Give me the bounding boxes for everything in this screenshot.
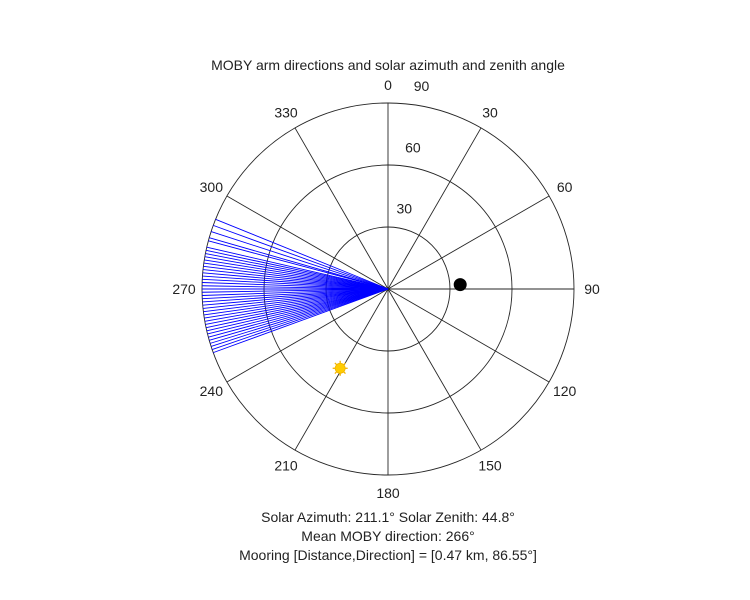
moby-arm-line-15: [202, 278, 389, 290]
theta-tick-label-180: 180: [376, 485, 400, 501]
moby-arm-line-3: [209, 237, 389, 290]
grid-spoke-150: [387, 288, 482, 451]
moby-arm-line-20: [202, 288, 389, 296]
moby-arm-line-8: [204, 256, 389, 290]
moby-arm-line-13: [202, 272, 389, 290]
tick-labels: 0 30 60 90 120 150 180 210 240 270 300 330 30 60 90: [172, 77, 600, 501]
moby-arm-line-9: [204, 259, 389, 290]
theta-tick-label-300: 300: [200, 179, 224, 195]
moby-arm-line-28: [204, 288, 389, 322]
theta-tick-label-270: 270: [172, 281, 196, 297]
grid-spoke-240: [226, 288, 389, 383]
moby-arm-line-16: [202, 282, 389, 290]
r-tick-label-30: 30: [397, 201, 413, 217]
moby-arm-line-11: [203, 265, 389, 290]
theta-tick-label-150: 150: [478, 458, 502, 474]
moby-arm-line-2: [210, 231, 389, 290]
moby-arm-line-12: [202, 269, 389, 290]
theta-tick-label-90: 90: [584, 281, 600, 297]
moby-arm-lines: [202, 218, 389, 354]
moby-arm-line-14: [202, 275, 389, 290]
grid-spoke-120: [387, 288, 550, 383]
moby-arm-line-33: [208, 288, 389, 338]
theta-tick-label-120: 120: [553, 383, 577, 399]
theta-tick-label-240: 240: [200, 383, 224, 399]
moby-arm-line-32: [207, 288, 389, 335]
moby-arm-line-34: [209, 288, 389, 341]
moby-arm-line-21: [202, 288, 389, 300]
grid-spoke-330: [294, 127, 389, 290]
moby-arm-line-36: [210, 288, 389, 347]
theta-tick-label-330: 330: [274, 104, 298, 120]
moby-arm-line-23: [202, 288, 389, 306]
r-tick-label-60: 60: [405, 139, 421, 155]
markers: [332, 278, 467, 376]
solar-caption: Solar Azimuth: 211.1° Solar Zenith: 44.8…: [261, 509, 515, 525]
moby-arm-line-1: [213, 224, 389, 290]
theta-tick-label-210: 210: [274, 458, 298, 474]
moby-arm-line-17: [202, 285, 389, 290]
moby-arm-line-5: [206, 246, 389, 290]
moby-arm-line-0: [215, 218, 389, 290]
moby-arm-line-10: [203, 262, 389, 290]
mooring-caption: Mooring [Distance,Direction] = [0.47 km,…: [239, 547, 537, 563]
grid-spoke-300: [226, 195, 389, 290]
moby-direction-caption: Mean MOBY direction: 266°: [301, 528, 475, 544]
moby-arm-line-25: [203, 288, 389, 313]
moby-arm-line-27: [204, 288, 389, 319]
moby-arm-line-22: [202, 288, 389, 303]
moby-arm-line-7: [205, 253, 389, 290]
moby-arm-line-37: [211, 288, 389, 350]
mooring-point: [453, 278, 467, 292]
moby-arm-line-38: [213, 288, 389, 354]
grid-spoke-30: [387, 127, 482, 290]
theta-tick-label-60: 60: [557, 179, 573, 195]
grid-spoke-60: [387, 195, 550, 290]
sun-marker: [334, 362, 346, 374]
moby-arm-line-4: [208, 240, 389, 290]
r-tick-label-90: 90: [414, 78, 430, 94]
moby-arm-line-30: [205, 288, 389, 329]
chart-title: MOBY arm directions and solar azimuth an…: [211, 57, 565, 73]
moby-arm-line-31: [206, 288, 389, 332]
moby-arm-line-19: [202, 288, 389, 293]
moby-arm-line-26: [203, 288, 389, 316]
moby-arm-line-6: [205, 249, 389, 290]
theta-tick-label-30: 30: [482, 104, 498, 120]
moby-arm-line-24: [202, 288, 389, 309]
theta-tick-label-0: 0: [384, 77, 392, 93]
sun-icon: [332, 360, 348, 376]
moby-arm-line-35: [209, 288, 389, 344]
moby-arm-line-29: [205, 288, 389, 325]
